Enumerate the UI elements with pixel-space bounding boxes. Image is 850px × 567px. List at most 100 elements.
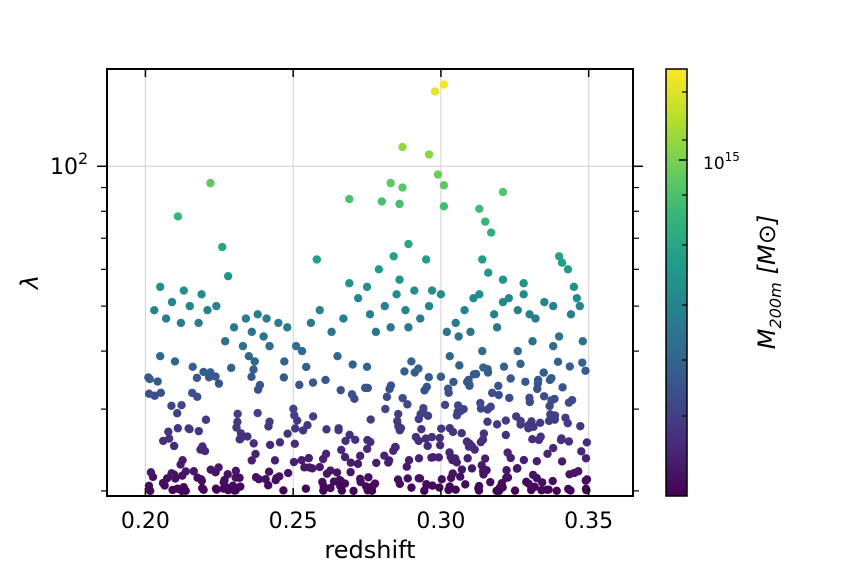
scatter-point — [308, 412, 318, 421]
scatter-point — [444, 485, 453, 495]
scatter-point — [150, 391, 159, 400]
scatter-point — [489, 310, 499, 319]
scatter-point — [461, 480, 470, 489]
scatter-point — [564, 437, 574, 446]
scatter-point — [301, 484, 311, 493]
scatter-point — [533, 375, 543, 385]
scatter-point — [513, 346, 522, 356]
scatter-point — [232, 423, 241, 432]
scatter-point — [424, 372, 434, 382]
scatter-point — [467, 464, 477, 473]
scatter-point — [212, 301, 221, 311]
scatter-point — [173, 484, 182, 493]
scatter-point — [200, 446, 210, 456]
scatter-point — [403, 474, 412, 483]
scatter-point — [251, 473, 261, 482]
scatter-point — [443, 384, 453, 393]
scatter-point — [247, 372, 256, 382]
scatter-point — [494, 381, 503, 391]
scatter-point — [466, 327, 475, 337]
scatter-point — [445, 352, 454, 361]
scatter-point — [345, 194, 354, 204]
scatter-point — [439, 202, 449, 211]
scatter-point — [336, 481, 345, 491]
scatter-point — [334, 425, 343, 435]
scatter-point — [274, 318, 283, 328]
scatter-point — [497, 479, 507, 488]
scatter-point — [306, 318, 316, 328]
scatter-point — [454, 332, 463, 341]
scatter-point — [439, 80, 449, 89]
scatter-point — [563, 265, 573, 274]
scatter-point — [569, 282, 579, 292]
scatter-point — [173, 424, 183, 433]
scatter-point — [545, 401, 554, 411]
scatter-point — [398, 142, 407, 152]
scatter-point — [501, 416, 511, 425]
scatter-point — [197, 483, 207, 493]
scatter-point — [275, 438, 285, 447]
scatter-point — [442, 327, 452, 337]
scatter-point — [498, 297, 508, 307]
scatter-point — [218, 242, 227, 252]
scatter-point — [501, 430, 511, 440]
scatter-point — [371, 327, 381, 337]
scatter-point — [253, 408, 262, 418]
scatter-point — [393, 475, 403, 484]
scatter-point — [366, 437, 375, 447]
scatter-point — [487, 388, 497, 398]
scatter-point — [392, 290, 401, 299]
scatter-point — [303, 421, 312, 430]
scatter-point — [460, 305, 469, 315]
scatter-point — [575, 301, 585, 311]
scatter-point — [407, 483, 416, 492]
scatter-point — [346, 467, 355, 477]
scatter-point — [176, 460, 185, 469]
scatter-point — [417, 424, 426, 434]
scatter-point — [581, 476, 590, 485]
scatter-point — [502, 466, 511, 475]
scatter-point — [199, 367, 208, 377]
scatter-point — [382, 392, 392, 402]
scatter-point — [492, 420, 502, 429]
scatter-point — [479, 363, 488, 372]
scatter-point — [558, 383, 567, 392]
scatter-point — [553, 357, 563, 367]
scatter-point — [223, 470, 232, 479]
scatter-point — [404, 239, 413, 249]
scatter-point — [279, 373, 289, 382]
scatter-point — [289, 457, 299, 467]
scatter-point — [532, 457, 542, 466]
scatter-point — [255, 380, 265, 390]
scatter-point — [528, 470, 538, 480]
scatter-point — [524, 479, 533, 488]
scatter-point — [483, 417, 492, 426]
scatter-point — [386, 178, 395, 188]
scatter-point — [321, 449, 331, 459]
scatter-point — [265, 417, 274, 426]
scatter-point — [456, 472, 465, 481]
scatter-point — [238, 341, 248, 351]
scatter-point — [566, 310, 576, 319]
scatter-point — [395, 275, 404, 284]
scatter-point — [340, 452, 350, 462]
scatter-point — [167, 469, 176, 478]
scatter-point — [467, 441, 477, 451]
scatter-point — [153, 377, 162, 386]
scatter-point — [430, 87, 440, 96]
scatter-point — [394, 409, 403, 419]
scatter-point — [221, 337, 230, 346]
scatter-point — [449, 377, 458, 387]
scatter-point — [333, 352, 342, 361]
scatter-point — [194, 318, 203, 328]
scatter-point — [533, 384, 542, 394]
scatter-point — [455, 361, 464, 370]
scatter-point — [498, 187, 508, 197]
scatter-point — [398, 183, 407, 192]
scatter-point — [290, 439, 300, 448]
scatter-point — [155, 282, 165, 292]
scatter-point — [264, 481, 273, 490]
scatter-point — [146, 468, 156, 477]
colorbar-ticks — [679, 91, 687, 417]
scatter-point — [498, 275, 508, 284]
